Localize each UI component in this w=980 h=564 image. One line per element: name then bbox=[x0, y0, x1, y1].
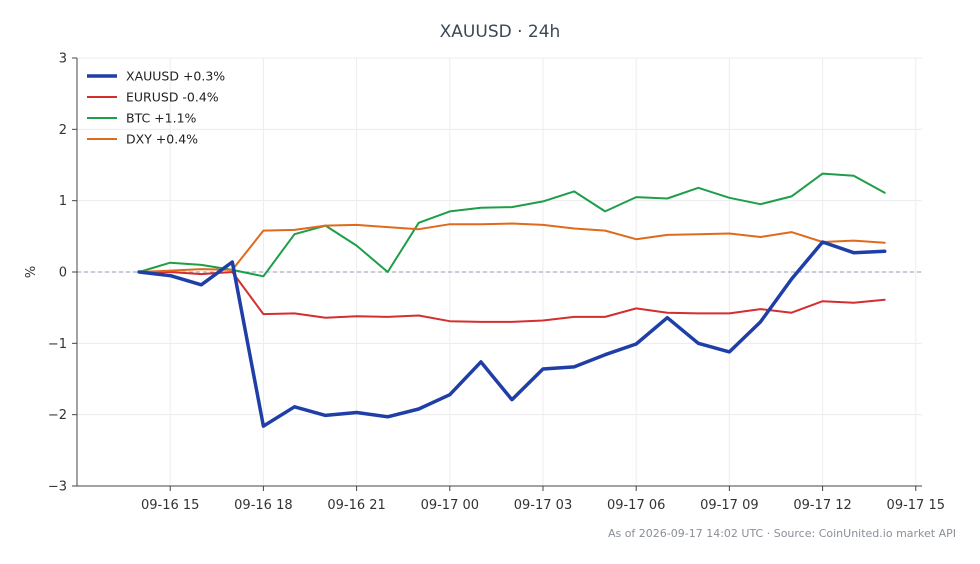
y-tick-label: −3 bbox=[48, 480, 67, 495]
series-line-4 bbox=[138, 222, 886, 273]
y-tick-label: −2 bbox=[48, 408, 67, 423]
y-tick-label: 1 bbox=[59, 194, 67, 209]
x-tick-label: 09-17 03 bbox=[514, 498, 572, 513]
series-line-2 bbox=[138, 271, 886, 323]
axes: −3 −2 −1 0 1 2 3 09-16 15 09-16 18 09-16 21 09-17 … bbox=[48, 52, 945, 514]
series-line-3 bbox=[138, 172, 886, 278]
legend-label: BTC +1.1% bbox=[126, 111, 197, 126]
legend-label: EURUSD -0.4% bbox=[126, 90, 219, 105]
legend: XAUUSD +0.3% EURUSD -0.4% BTC +1.1% DXY +0.… bbox=[87, 69, 225, 147]
legend-label: XAUUSD +0.3% bbox=[126, 69, 225, 84]
y-tick-label: 0 bbox=[59, 266, 67, 281]
source-footnote: As of 2026-09-17 14:02 UTC · Source: Coi… bbox=[608, 527, 956, 540]
chart-title: XAUUSD · 24h bbox=[440, 22, 561, 42]
x-tick-label: 09-17 09 bbox=[700, 498, 758, 513]
x-tick-label: 09-17 12 bbox=[793, 498, 851, 513]
series-line-1 bbox=[137, 240, 887, 428]
y-tick-label: 2 bbox=[59, 123, 67, 138]
legend-label: DXY +0.4% bbox=[126, 132, 198, 147]
x-tick-label: 09-16 15 bbox=[141, 498, 199, 513]
x-tick-label: 09-17 06 bbox=[607, 498, 665, 513]
y-tick-label: −1 bbox=[48, 337, 67, 352]
series-lines bbox=[137, 172, 887, 428]
x-tick-label: 09-16 21 bbox=[327, 498, 385, 513]
x-tick-label: 09-17 00 bbox=[421, 498, 479, 513]
y-axis-label: % bbox=[24, 266, 39, 278]
x-tick-label: 09-17 15 bbox=[887, 498, 945, 513]
x-tick-label: 09-16 18 bbox=[234, 498, 292, 513]
y-tick-label: 3 bbox=[59, 52, 67, 67]
